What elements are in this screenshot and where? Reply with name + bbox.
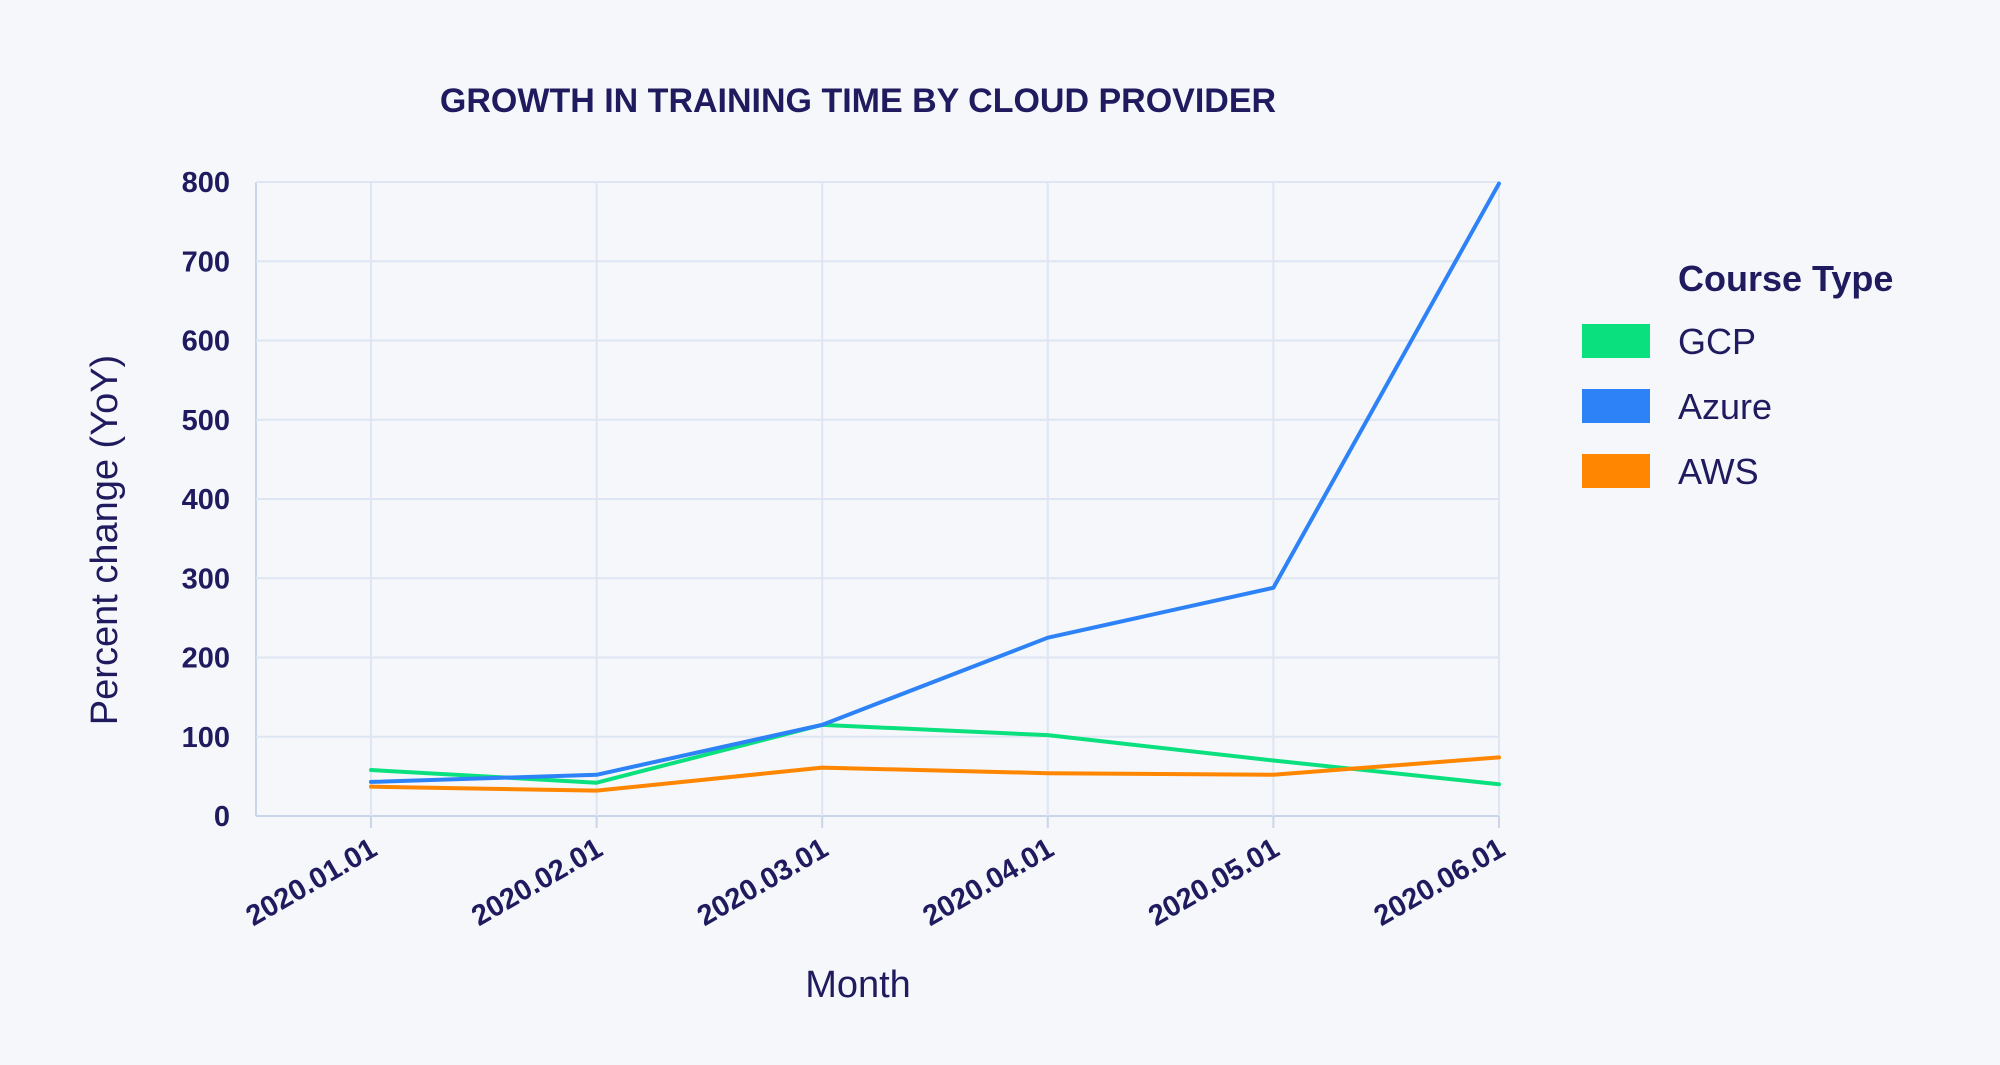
y-tick-label: 100 — [182, 722, 230, 754]
legend-items: GCP Azure AWS — [1582, 321, 1772, 492]
legend: Course Type GCP Azure AWS — [1582, 258, 1893, 492]
x-tick-label: 2020.06.01 — [1369, 832, 1511, 932]
series-lines — [369, 181, 1501, 793]
y-tick-label: 0 — [214, 801, 230, 833]
y-tick-label: 200 — [182, 643, 230, 675]
legend-swatch-azure — [1582, 389, 1650, 423]
series-line-gcp — [369, 722, 1501, 787]
y-tick-label: 600 — [182, 326, 230, 358]
legend-swatch-aws — [1582, 454, 1650, 488]
y-tick-label: 400 — [182, 484, 230, 516]
y-axis-ticks: 0 100 200 300 400 500 600 700 800 — [182, 167, 230, 833]
y-tick-label: 500 — [182, 405, 230, 437]
y-tick-label: 300 — [182, 563, 230, 595]
legend-title: Course Type — [1678, 258, 1893, 299]
legend-label-gcp: GCP — [1678, 321, 1756, 362]
grid — [255, 181, 1500, 828]
x-axis-ticks: 2020.01.01 2020.02.01 2020.03.01 2020.04.01… — [241, 832, 1511, 932]
y-axis-label: Percent change (YoY) — [84, 355, 126, 725]
x-tick-label: 2020.05.01 — [1143, 832, 1285, 932]
legend-swatch-gcp — [1582, 324, 1650, 358]
x-tick-label: 2020.01.01 — [241, 832, 383, 932]
x-tick-label: 2020.02.01 — [466, 832, 608, 932]
y-tick-label: 800 — [182, 167, 230, 199]
series-line-azure — [369, 181, 1501, 784]
series-line-aws — [369, 755, 1501, 793]
y-tick-label: 700 — [182, 246, 230, 278]
x-tick-label: 2020.03.01 — [692, 832, 834, 932]
legend-label-aws: AWS — [1678, 451, 1759, 492]
legend-label-azure: Azure — [1678, 386, 1772, 427]
chart-title: GROWTH IN TRAINING TIME BY CLOUD PROVIDE… — [440, 82, 1276, 120]
x-tick-label: 2020.04.01 — [918, 832, 1060, 932]
x-axis-label: Month — [805, 964, 911, 1006]
